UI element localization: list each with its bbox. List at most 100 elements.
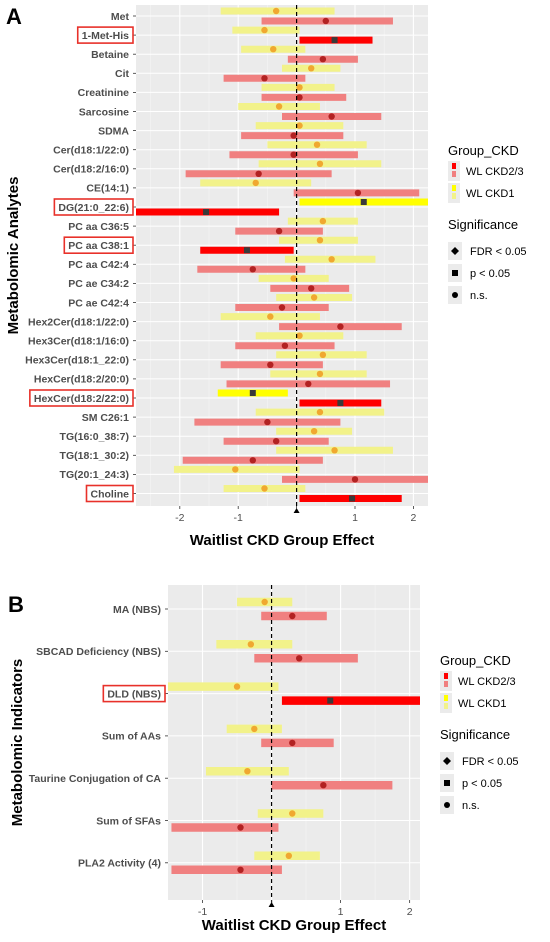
legend-key-sig (444, 673, 448, 679)
estimate-point-circle (272, 7, 280, 15)
estimate-point-circle (313, 141, 321, 148)
x-tick-label: 1 (352, 512, 358, 524)
estimate-point-circle (272, 438, 280, 445)
y-tick-label: PC ae C34:2 (68, 278, 129, 290)
y-tick-label: CE(14:1) (86, 183, 129, 195)
legend-circle-icon (452, 292, 458, 298)
y-tick-label: DLD (NBS) (107, 688, 161, 700)
estimate-point-circle (308, 65, 315, 72)
y-tick-label: 1-Met-His (82, 30, 129, 42)
estimate-point-circle (237, 866, 244, 873)
estimate-point-circle (316, 237, 324, 244)
estimate-point-circle (308, 285, 315, 292)
estimate-point-circle (281, 342, 289, 349)
legend-key-ns (452, 171, 456, 177)
estimate-point-circle (310, 294, 318, 301)
estimate-point-circle (337, 323, 344, 330)
estimate-point-circle (232, 466, 239, 473)
y-tick-label: SBCAD Deficiency (NBS) (36, 646, 161, 658)
estimate-point-circle (331, 447, 338, 454)
estimate-point-circle (275, 103, 283, 110)
highlight-box (63, 236, 134, 254)
estimate-point-square (243, 247, 250, 254)
x-tick-label: -1 (234, 512, 243, 524)
x-tick-label: -2 (175, 512, 184, 524)
x-tick-label: -1 (198, 906, 207, 918)
estimate-point-circle (316, 370, 324, 378)
highlight-box (29, 389, 134, 407)
y-tick-label: PLA2 Activity (4) (78, 858, 161, 870)
y-tick-label: PC aa C42:4 (68, 259, 129, 271)
estimate-point-circle (296, 332, 303, 339)
y-tick-label: Hex3Cer(d18:1/16:0) (28, 336, 129, 348)
y-tick-label: TG(18:1_30:2) (60, 450, 129, 462)
legend-square-icon (452, 270, 458, 276)
y-tick-label: SM C26:1 (82, 412, 129, 424)
estimate-point-circle (319, 217, 327, 225)
x-tick-label: 1 (338, 906, 344, 918)
estimate-point-circle (278, 304, 286, 311)
x-axis-title: Waitlist CKD Group Effect (202, 917, 386, 934)
legend-sig-item: n.s. (462, 800, 480, 812)
y-tick-label: Cer(d18:2/16:0) (53, 164, 129, 176)
y-axis-title: Metabolomic Indicators (9, 659, 26, 827)
estimate-point-circle (233, 683, 241, 690)
y-tick-label: TG(16:0_38:7) (60, 431, 129, 443)
legend-key-sig (452, 185, 456, 191)
estimate-point-circle (252, 179, 259, 187)
y-tick-label: HexCer(d18:2/22:0) (34, 393, 129, 405)
legend-sig-title: Significance (440, 727, 510, 742)
estimate-point-circle (267, 313, 274, 320)
estimate-point-circle (261, 75, 268, 82)
estimate-point-circle (244, 768, 251, 775)
legend-group-item: WL CKD2/3 (466, 166, 524, 178)
legend-sig-title: Significance (448, 217, 518, 232)
legend-group-title: Group_CKD (448, 143, 519, 158)
estimate-point-circle (289, 810, 296, 817)
highlight-box (53, 198, 134, 216)
estimate-point-circle (249, 266, 256, 273)
estimate-point-circle (267, 361, 274, 368)
y-tick-label: Hex3Cer(d18:1_22:0) (25, 355, 129, 367)
legend-key-sig (452, 163, 456, 169)
estimate-point-circle (275, 227, 283, 235)
estimate-point-circle (289, 739, 296, 747)
legend-square-icon (444, 780, 450, 786)
x-axis-title: Waitlist CKD Group Effect (190, 532, 374, 549)
estimate-point-circle (296, 84, 303, 91)
estimate-point-circle (322, 17, 329, 25)
y-axis-title: Metabolomic Analytes (5, 177, 22, 335)
estimate-point-circle (249, 457, 256, 464)
estimate-point-circle (261, 485, 268, 492)
y-tick-label: Betaine (91, 49, 129, 61)
estimate-point-circle (237, 824, 244, 831)
estimate-point-circle (290, 275, 297, 282)
y-tick-label: SDMA (98, 125, 129, 137)
estimate-point-square (203, 209, 210, 215)
y-tick-label: PC ae C42:4 (68, 297, 129, 309)
estimate-point-circle (290, 151, 297, 158)
estimate-point-circle (251, 725, 258, 733)
estimate-point-circle (316, 408, 324, 416)
estimate-point-circle (261, 26, 268, 34)
panel-letter: B (8, 592, 24, 617)
legend-sig-item: FDR < 0.05 (462, 756, 519, 768)
legend-sig-item: p < 0.05 (462, 778, 502, 790)
y-tick-label: TG(20:1_24:3) (60, 469, 129, 481)
legend-sig-item: FDR < 0.05 (470, 246, 527, 258)
estimate-point-square (337, 400, 344, 406)
estimate-point-square (360, 199, 367, 205)
estimate-point-circle (328, 113, 335, 120)
x-tick-label: 2 (407, 906, 413, 918)
y-tick-label: MA (NBS) (113, 604, 161, 616)
estimate-point-circle (351, 476, 359, 483)
estimate-point-square (249, 390, 256, 396)
legend-circle-icon (444, 802, 450, 808)
y-tick-label: HexCer(d18:2/20:0) (34, 374, 129, 386)
y-tick-label: Met (111, 11, 130, 23)
x-tick-label: 2 (410, 512, 416, 524)
estimate-point-circle (247, 641, 255, 648)
zero-marker (268, 902, 275, 907)
estimate-point-circle (255, 170, 262, 177)
